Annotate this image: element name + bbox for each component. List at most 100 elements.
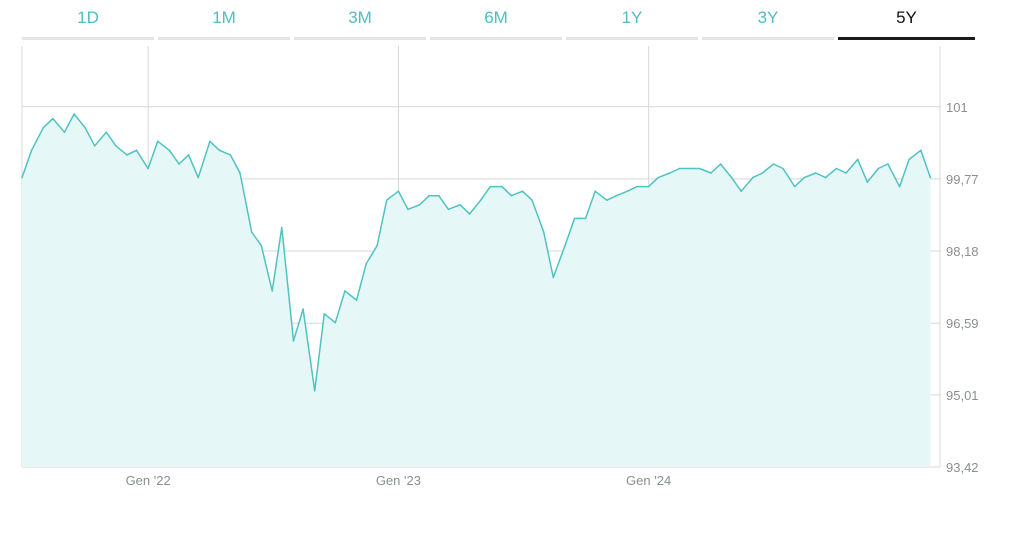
- data-point: [564, 244, 566, 247]
- data-point: [271, 290, 274, 292]
- data-point: [752, 176, 754, 179]
- data-point: [573, 217, 576, 220]
- data-point: [418, 204, 421, 206]
- data-point: [302, 308, 304, 310]
- period-tabs: 1D 1M 3M 6M 1Y 3Y 5Y: [22, 0, 975, 42]
- x-tick-label: Gen '23: [376, 473, 421, 488]
- series-area: [22, 114, 931, 467]
- data-point: [30, 149, 33, 152]
- data-point: [772, 163, 775, 165]
- data-point: [489, 185, 492, 188]
- data-point: [397, 190, 400, 192]
- data-point: [156, 140, 159, 143]
- data-point: [178, 163, 180, 165]
- data-point: [898, 185, 901, 188]
- data-point: [281, 226, 283, 229]
- data-point: [698, 167, 701, 170]
- data-point: [689, 167, 691, 170]
- data-point: [42, 126, 45, 129]
- data-point: [647, 185, 650, 188]
- data-point: [815, 172, 817, 174]
- data-point: [407, 208, 409, 211]
- data-point: [929, 176, 932, 179]
- data-point: [594, 190, 596, 192]
- data-point: [730, 176, 733, 179]
- y-tick-label: 95,01: [946, 388, 979, 403]
- data-point: [845, 172, 847, 174]
- data-point: [740, 190, 742, 192]
- data-point: [824, 176, 827, 179]
- data-point: [542, 231, 545, 233]
- data-point: [531, 199, 533, 201]
- data-point: [115, 145, 117, 147]
- data-point: [793, 185, 796, 188]
- data-point: [669, 172, 671, 174]
- data-point: [239, 172, 241, 174]
- y-tick-label: 98,18: [946, 244, 979, 259]
- data-point: [501, 185, 503, 188]
- data-point: [626, 190, 629, 192]
- data-point: [260, 244, 263, 247]
- x-axis-ticks: Gen '22 Gen '23 Gen '24: [126, 473, 672, 488]
- data-point: [313, 390, 316, 392]
- data-point: [908, 158, 910, 161]
- tab-1d[interactable]: 1D: [22, 0, 154, 40]
- data-point: [761, 172, 764, 174]
- data-point: [73, 113, 75, 115]
- data-point: [187, 154, 190, 156]
- data-point: [887, 163, 889, 165]
- data-point: [168, 149, 171, 152]
- data-point: [147, 167, 149, 170]
- y-tick-label: 99,77: [946, 172, 979, 187]
- x-tick-label: Gen '24: [626, 473, 671, 488]
- data-point: [21, 176, 23, 179]
- data-point: [803, 176, 806, 179]
- x-tick-label: Gen '22: [126, 473, 171, 488]
- data-point: [385, 199, 388, 201]
- data-point: [856, 158, 859, 161]
- data-point: [63, 131, 66, 133]
- data-point: [521, 190, 524, 192]
- data-point: [126, 154, 128, 156]
- data-point: [584, 217, 587, 220]
- data-point: [365, 263, 368, 265]
- series-points: [21, 113, 932, 392]
- tab-3y[interactable]: 3Y: [702, 0, 834, 40]
- data-point: [835, 167, 838, 170]
- data-point: [197, 176, 199, 179]
- data-point: [376, 244, 378, 247]
- y-axis-ticks: 93,42 95,01 96,59 98,18 99,77 101: [946, 100, 979, 475]
- tab-6m[interactable]: 6M: [430, 0, 562, 40]
- data-point: [344, 290, 346, 292]
- data-point: [229, 154, 232, 156]
- tab-1y[interactable]: 1Y: [566, 0, 698, 40]
- data-point: [218, 149, 221, 152]
- data-point: [459, 204, 461, 206]
- tab-3m[interactable]: 3M: [294, 0, 426, 40]
- data-point: [355, 299, 358, 301]
- tab-5y[interactable]: 5Y: [838, 0, 975, 40]
- data-point: [866, 181, 869, 183]
- data-point: [782, 167, 784, 170]
- data-point: [479, 199, 482, 201]
- y-tick-label: 93,42: [946, 460, 979, 475]
- data-point: [615, 194, 618, 197]
- tab-1m[interactable]: 1M: [158, 0, 290, 40]
- data-point: [468, 213, 471, 215]
- data-point: [719, 163, 722, 165]
- data-point: [877, 167, 880, 170]
- data-point: [209, 140, 211, 143]
- data-point: [428, 194, 431, 197]
- data-point: [105, 131, 108, 133]
- data-point: [334, 321, 337, 324]
- data-point: [323, 312, 326, 315]
- data-point: [606, 199, 608, 201]
- data-point: [710, 172, 712, 174]
- data-point: [678, 167, 681, 170]
- data-point: [636, 185, 638, 188]
- data-point: [84, 126, 86, 129]
- data-point: [93, 145, 96, 147]
- data-point: [52, 117, 54, 120]
- data-point: [552, 276, 555, 279]
